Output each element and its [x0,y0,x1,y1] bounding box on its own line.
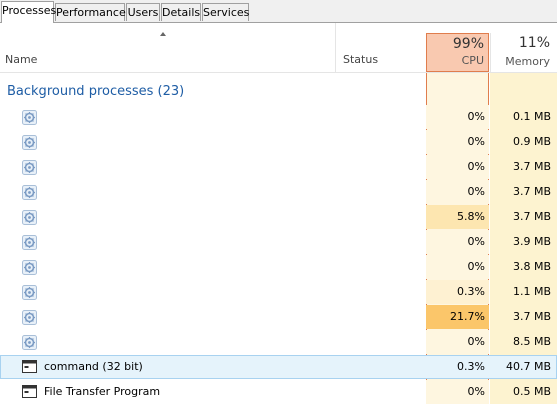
gear-icon [22,110,37,125]
cpu-value: 0% [426,330,489,354]
tab-users[interactable]: Users [126,3,160,21]
process-row[interactable]: 0% 8.5 MB [0,330,557,354]
gear-icon [22,310,37,325]
gear-icon [22,285,37,300]
tab-processes[interactable]: Processes [1,1,56,23]
memory-value: 0.5 MB [490,380,557,404]
column-name-label: Name [5,53,38,66]
process-row[interactable]: 0% 0.1 MB [0,105,557,129]
cpu-value: 0.3% [457,360,485,373]
process-row[interactable]: 0% 3.7 MB [0,180,557,204]
gear-icon [22,160,37,175]
sort-arrow-icon [160,32,166,36]
memory-value: 1.1 MB [490,280,557,304]
cpu-total-percent: 99% [452,36,484,52]
process-row[interactable]: 5.8% 3.7 MB [0,205,557,229]
group-header-background-processes[interactable]: Background processes (23) [0,79,557,105]
app-icon [22,385,37,398]
tab-services[interactable]: Services [202,3,249,21]
cpu-value: 0% [426,230,489,254]
row-selection-highlight [0,355,557,379]
column-status-label: Status [343,53,379,66]
memory-value: 3.7 MB [490,205,557,229]
process-name: File Transfer Program [44,385,161,398]
process-row[interactable]: File Transfer Program 0% 0.5 MB [0,380,557,404]
memory-value: 3.7 MB [490,180,557,204]
cpu-value: 0% [426,130,489,154]
column-cpu-label: CPU [461,54,484,67]
cpu-value: 0% [426,155,489,179]
memory-value: 3.8 MB [490,255,557,279]
cpu-value: 0% [426,105,489,129]
process-name: command (32 bit) [44,360,143,373]
column-header-status[interactable]: Status [336,23,425,72]
column-memory-label: Memory [505,55,550,68]
app-icon [22,360,37,373]
process-row[interactable]: command (32 bit) 0.3% 40.7 MB [0,355,557,379]
group-title: Background processes (23) [7,84,185,99]
cpu-value: 0% [426,380,489,404]
memory-value: 8.5 MB [490,330,557,354]
cpu-value: 0% [426,180,489,204]
memory-value: 3.7 MB [490,305,557,329]
cpu-value: 0.3% [426,280,489,304]
column-header-row: Name Status 99% CPU 11% Memory [0,23,557,73]
tab-performance[interactable]: Performance [55,3,126,21]
column-header-name[interactable]: Name [0,23,336,72]
tab-details[interactable]: Details [161,3,201,21]
process-row[interactable]: 0% 3.7 MB [0,155,557,179]
tab-strip: Processes Performance Users Details Serv… [0,0,557,23]
gear-icon [22,235,37,250]
process-row[interactable]: 0.3% 1.1 MB [0,280,557,304]
gear-icon [22,185,37,200]
cpu-value: 5.8% [426,205,489,229]
memory-value: 3.9 MB [490,230,557,254]
process-row[interactable]: 0% 3.9 MB [0,230,557,254]
cpu-value: 0% [426,255,489,279]
cpu-value: 21.7% [426,305,489,329]
gear-icon [22,210,37,225]
process-row[interactable]: 0% 0.9 MB [0,130,557,154]
column-header-memory[interactable]: 11% Memory [490,33,557,72]
gear-icon [22,335,37,350]
process-row[interactable]: 21.7% 3.7 MB [0,305,557,329]
memory-value: 3.7 MB [490,155,557,179]
memory-value: 0.9 MB [490,130,557,154]
gear-icon [22,135,37,150]
memory-value: 0.1 MB [490,105,557,129]
column-header-cpu[interactable]: 99% CPU [426,33,489,72]
gear-icon [22,260,37,275]
process-row[interactable]: 0% 3.8 MB [0,255,557,279]
memory-total-percent: 11% [518,35,550,51]
memory-value: 40.7 MB [505,360,551,373]
